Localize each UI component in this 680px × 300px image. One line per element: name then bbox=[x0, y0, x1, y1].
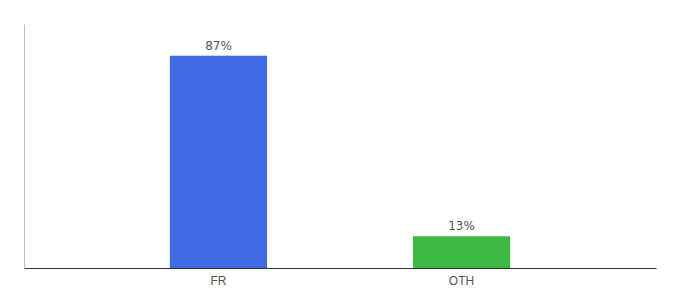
bar bbox=[413, 236, 510, 268]
bars bbox=[170, 56, 510, 268]
y-axis-line bbox=[24, 25, 25, 269]
data-label: 87% bbox=[205, 39, 232, 53]
x-axis: FR OTH bbox=[25, 269, 657, 289]
x-axis-line bbox=[25, 268, 657, 269]
data-label: 13% bbox=[448, 219, 475, 233]
y-axis bbox=[24, 25, 25, 269]
x-tick-label: FR bbox=[210, 274, 226, 288]
data-labels: 87% 13% bbox=[205, 39, 475, 234]
x-tick: OTH bbox=[449, 274, 474, 288]
chart: FR OTH 87% 13% bbox=[0, 0, 680, 300]
plot: FR OTH 87% 13% bbox=[25, 25, 657, 289]
x-tick: FR bbox=[210, 274, 226, 288]
bar bbox=[170, 56, 267, 268]
x-tick-label: OTH bbox=[449, 274, 474, 288]
